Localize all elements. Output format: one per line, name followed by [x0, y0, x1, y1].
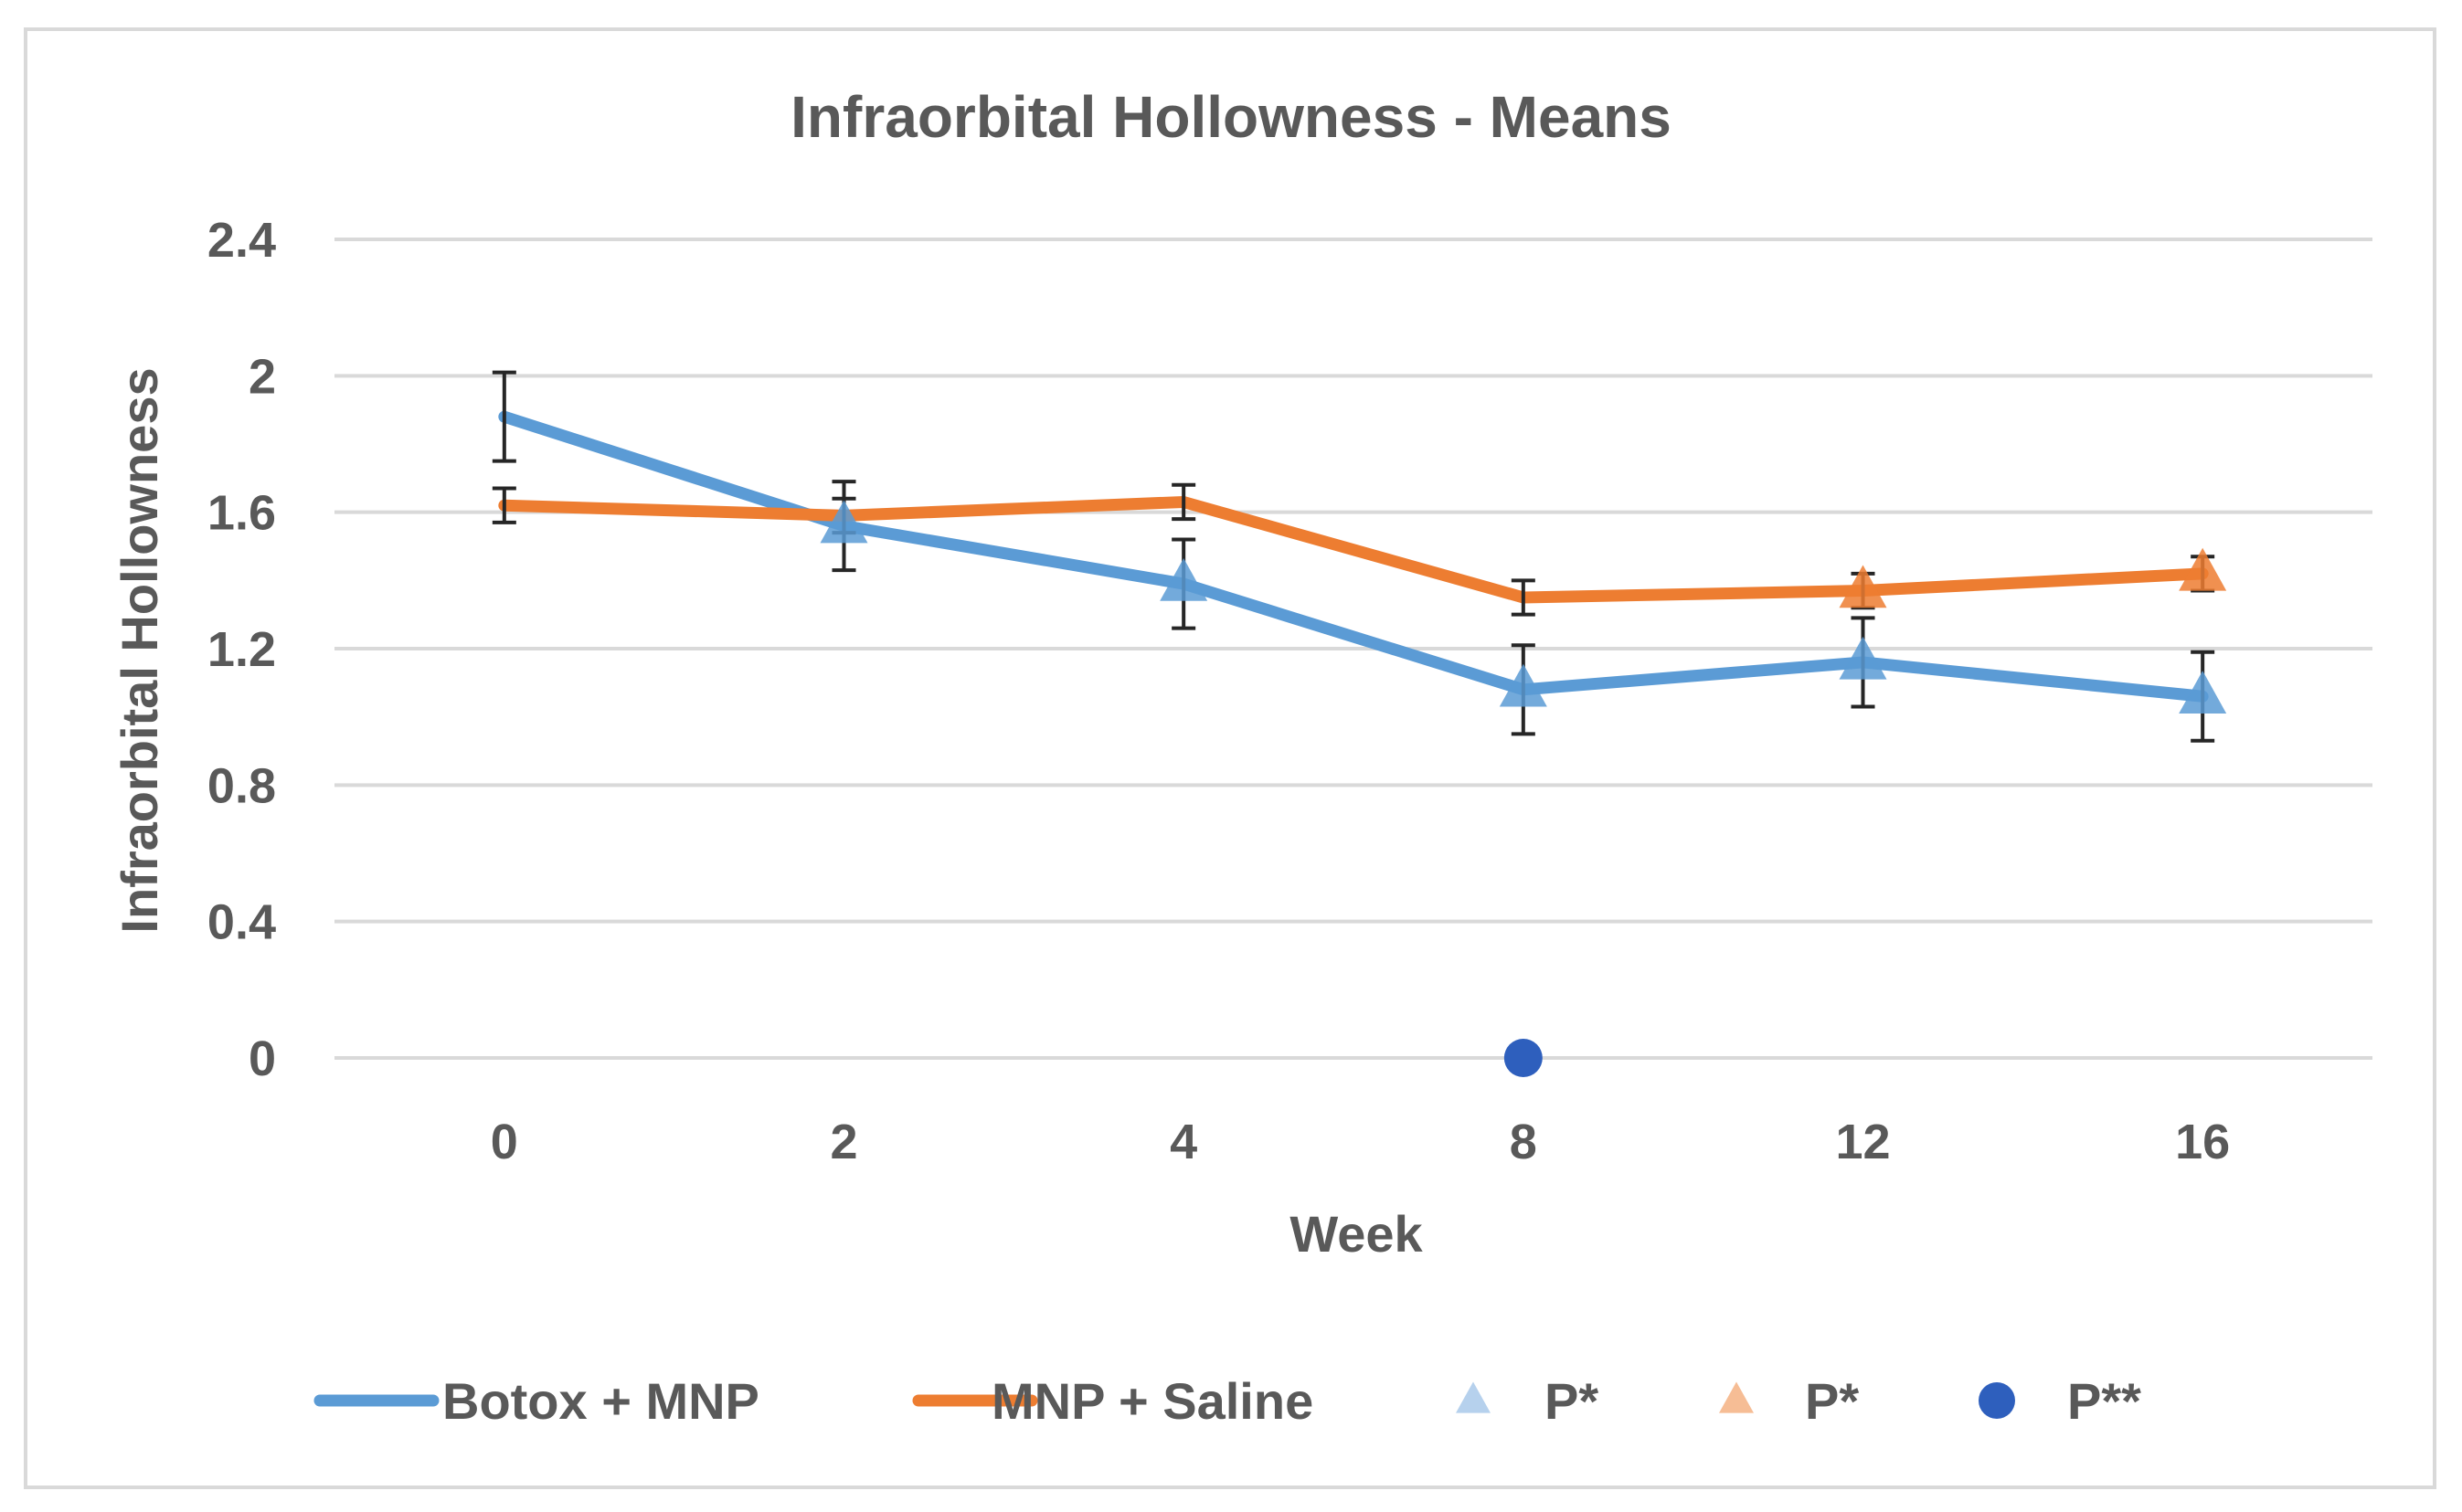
legend-label: P* [1805, 1372, 1859, 1430]
series-line-botox-mnp [498, 410, 2209, 703]
series-botox-mnp [492, 370, 2215, 743]
chart-frame [24, 27, 2436, 1489]
y-axis-ticks: 0 0.4 0.8 1.2 1.6 2 2.4 [207, 213, 276, 1086]
legend-item: P** [1979, 1372, 2141, 1430]
series-line-mnp-saline [498, 495, 2209, 604]
marker-triangle [820, 500, 868, 544]
legend-triangle-swatch [1456, 1381, 1491, 1413]
chart-title: Infraorbital Hollowness - Means [791, 84, 1671, 150]
marker-triangle [1160, 557, 1208, 601]
y-tick-label: 0.4 [207, 895, 276, 950]
series [492, 370, 2215, 743]
y-tick-label: 1.2 [207, 622, 276, 677]
legend-item: P* [1456, 1372, 1598, 1430]
x-tick-label: 12 [1835, 1115, 1890, 1169]
x-tick-label: 4 [1170, 1115, 1197, 1169]
error-bar [1172, 482, 1196, 522]
marker-circle [1503, 1039, 1543, 1077]
y-axis-label: Infraorbital Hollowness [111, 367, 168, 933]
x-axis-label: Week [1289, 1205, 1423, 1263]
marker-triangle [2179, 547, 2227, 591]
legend-triangle-swatch [1719, 1381, 1754, 1413]
x-tick-label: 2 [830, 1115, 857, 1169]
y-tick-label: 0 [249, 1031, 276, 1086]
legend-item: Botox + MNP [313, 1372, 759, 1430]
error-bar [492, 486, 516, 524]
legend-item: P* [1719, 1372, 1859, 1430]
x-tick-label: 16 [2175, 1115, 2230, 1169]
significance-markers [820, 500, 2227, 1077]
legend-label: P** [2067, 1372, 2141, 1430]
marker-triangle [1839, 636, 1887, 680]
y-tick-label: 2.4 [207, 213, 276, 268]
y-tick-label: 0.8 [207, 758, 276, 813]
error-bar [492, 370, 516, 463]
legend: Botox + MNP MNP + Saline P* P* P** [313, 1372, 2141, 1430]
legend-label: Botox + MNP [442, 1372, 759, 1430]
error-bar [1511, 578, 1535, 617]
x-tick-label: 0 [491, 1115, 518, 1169]
y-tick-label: 2 [249, 349, 276, 404]
series-mnp-saline [492, 482, 2215, 617]
gridlines [334, 238, 2372, 1060]
marker-triangle [1839, 565, 1887, 608]
x-axis-ticks: 0 2 4 8 12 16 [491, 1115, 2230, 1169]
marker-triangle [2179, 671, 2227, 714]
marker-triangle [1499, 663, 1547, 707]
legend-label: MNP + Saline [992, 1372, 1313, 1430]
y-tick-label: 1.6 [207, 486, 276, 541]
legend-circle-swatch [1979, 1382, 2015, 1419]
x-tick-label: 8 [1510, 1115, 1537, 1169]
legend-label: P* [1544, 1372, 1598, 1430]
legend-item: MNP + Saline [912, 1372, 1313, 1430]
